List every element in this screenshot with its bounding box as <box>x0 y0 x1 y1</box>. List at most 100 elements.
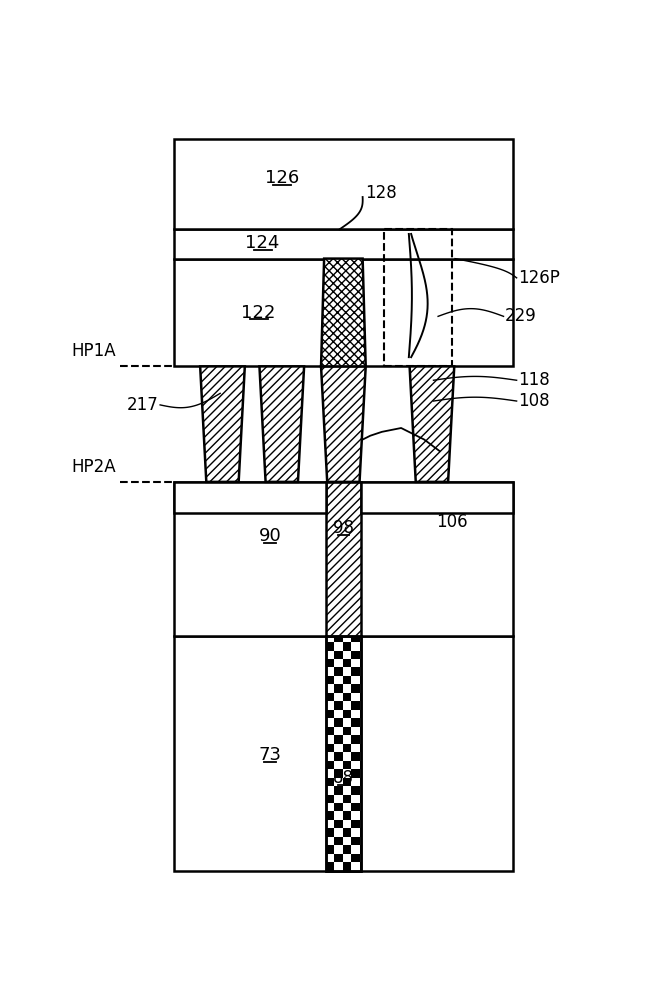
Text: 128: 128 <box>365 184 397 202</box>
Bar <box>174 636 513 871</box>
Bar <box>342 642 351 651</box>
Bar <box>342 811 351 820</box>
Polygon shape <box>321 259 366 366</box>
Bar <box>361 482 513 513</box>
Bar <box>326 828 334 837</box>
Text: HP1A: HP1A <box>72 342 116 360</box>
Bar <box>334 718 342 727</box>
Polygon shape <box>200 366 245 482</box>
Bar <box>342 693 351 701</box>
Polygon shape <box>321 366 366 482</box>
Bar <box>351 718 360 727</box>
Text: 98: 98 <box>333 519 354 537</box>
Bar <box>360 710 361 718</box>
Text: 90: 90 <box>259 527 281 545</box>
Bar <box>342 710 351 718</box>
Bar <box>326 659 334 667</box>
Bar <box>334 820 342 828</box>
Bar <box>360 795 361 803</box>
Bar <box>334 735 342 744</box>
Bar <box>326 811 334 820</box>
Bar <box>334 701 342 710</box>
Bar <box>360 744 361 752</box>
Bar <box>360 693 361 701</box>
Polygon shape <box>409 366 454 482</box>
Bar <box>351 752 360 761</box>
Bar <box>174 482 513 636</box>
Bar <box>326 636 361 871</box>
Bar <box>326 482 361 636</box>
Bar <box>360 828 361 837</box>
Bar <box>174 229 513 259</box>
Text: 122: 122 <box>241 304 276 322</box>
Bar <box>334 684 342 693</box>
Text: 229: 229 <box>505 307 537 325</box>
Bar <box>334 803 342 811</box>
Bar <box>174 139 513 229</box>
Text: HP2A: HP2A <box>72 458 116 476</box>
Bar <box>334 837 342 845</box>
Bar <box>342 761 351 769</box>
Bar <box>342 845 351 854</box>
Bar <box>334 667 342 676</box>
Bar <box>351 854 360 862</box>
Text: 217: 217 <box>127 396 159 414</box>
Bar <box>326 636 361 871</box>
Bar <box>360 778 361 786</box>
Bar <box>342 795 351 803</box>
Bar <box>326 795 334 803</box>
Bar <box>342 744 351 752</box>
Text: 118: 118 <box>518 371 550 389</box>
Bar <box>351 803 360 811</box>
Bar <box>342 659 351 667</box>
Bar <box>342 727 351 735</box>
Text: 126: 126 <box>265 169 299 187</box>
Bar <box>174 259 513 366</box>
Bar <box>351 636 360 642</box>
Bar <box>384 229 452 366</box>
Bar <box>326 727 334 735</box>
Bar <box>351 651 360 659</box>
Text: 124: 124 <box>245 234 279 252</box>
Bar <box>351 769 360 778</box>
Bar <box>326 676 334 684</box>
Bar <box>326 778 334 786</box>
Bar <box>360 862 361 871</box>
Bar <box>334 769 342 778</box>
Bar <box>342 862 351 871</box>
Bar <box>360 845 361 854</box>
Bar <box>360 676 361 684</box>
Bar <box>326 710 334 718</box>
Bar <box>326 744 334 752</box>
Bar <box>351 820 360 828</box>
Bar <box>351 684 360 693</box>
Bar <box>334 786 342 795</box>
Bar <box>360 659 361 667</box>
Text: 126P: 126P <box>518 269 560 287</box>
Bar <box>342 828 351 837</box>
Bar <box>360 761 361 769</box>
Bar <box>351 837 360 845</box>
Bar <box>360 642 361 651</box>
Bar <box>334 752 342 761</box>
Bar <box>360 811 361 820</box>
Bar <box>351 735 360 744</box>
Bar <box>342 676 351 684</box>
Bar <box>326 845 334 854</box>
Bar <box>174 482 326 513</box>
Bar <box>334 636 342 642</box>
Polygon shape <box>259 366 304 482</box>
Text: 106: 106 <box>436 513 468 531</box>
Bar <box>326 693 334 701</box>
Bar <box>326 862 334 871</box>
Bar <box>351 701 360 710</box>
Bar <box>351 786 360 795</box>
Bar <box>334 651 342 659</box>
Text: 88: 88 <box>333 769 354 787</box>
Bar <box>342 778 351 786</box>
Bar <box>326 642 334 651</box>
Bar <box>351 667 360 676</box>
Bar <box>360 727 361 735</box>
Bar <box>326 761 334 769</box>
Text: 108: 108 <box>518 392 550 410</box>
